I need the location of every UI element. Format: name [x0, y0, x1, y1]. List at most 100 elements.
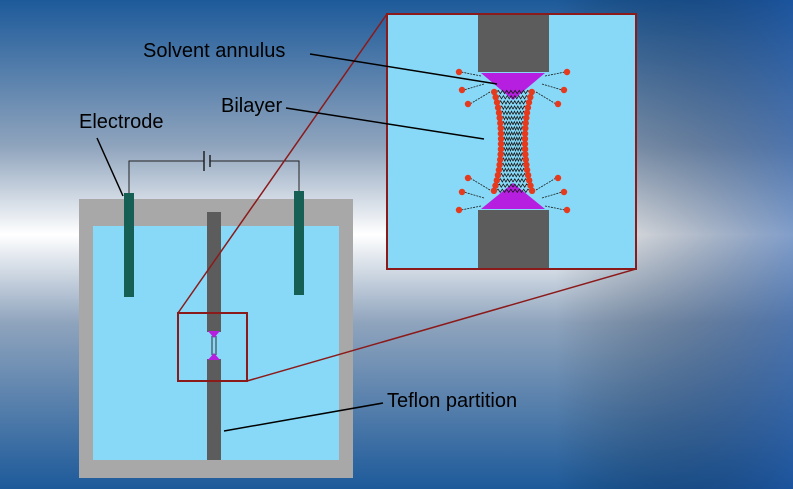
lipid-tail [512, 115, 525, 121]
electrode-right [294, 191, 304, 295]
lipid-head [521, 130, 529, 137]
lipid-head [522, 120, 529, 127]
lipid-tail [512, 141, 524, 147]
lipid-tail [502, 151, 514, 158]
solvent-annulus-top [481, 73, 545, 100]
lipid-head [524, 172, 532, 179]
lipid-head [560, 86, 568, 94]
lipid-tail [501, 162, 514, 168]
lipid-tail [469, 177, 491, 191]
lipid-molecules [455, 68, 571, 214]
lipid-tail [499, 105, 514, 111]
pointer-teflon-partition [223, 402, 384, 432]
lipid-head [525, 99, 533, 106]
label-teflon-partition: Teflon partition [387, 390, 518, 412]
lipid-tail [541, 83, 563, 91]
lipid-head [464, 174, 472, 182]
lipid-tail [512, 99, 528, 105]
lipid-tail [512, 120, 525, 126]
lipid-head [521, 146, 529, 153]
lipid-head [527, 182, 534, 189]
zoom-line-top [177, 13, 388, 314]
lipid-head [497, 125, 504, 132]
lipid-tail [498, 99, 514, 105]
lipid-head [523, 166, 531, 174]
lipid-head [458, 188, 466, 196]
lipid-tail [512, 167, 526, 173]
lipid-head [497, 135, 505, 142]
lipid-tail [500, 167, 514, 173]
small-bilayer [208, 331, 220, 360]
lipid-tail [512, 172, 527, 178]
pointer-bilayer [285, 107, 485, 140]
lipid-tail [495, 89, 514, 95]
lipid-tail [497, 183, 514, 188]
lipid-tail [512, 89, 531, 95]
lipid-tail [544, 205, 566, 211]
lipid-tail [512, 125, 524, 132]
lipid-tail [497, 94, 514, 100]
lipid-head [528, 88, 535, 96]
lipid-tail [469, 91, 491, 105]
lipid-tail [512, 146, 524, 152]
lipid-head [493, 177, 500, 184]
label-solvent-annulus: Solvent annulus [143, 40, 286, 62]
lipid-head [563, 206, 571, 214]
lipid-tail [501, 156, 514, 163]
pointer-solvent-annulus [309, 53, 498, 85]
lipid-tail [512, 136, 524, 142]
lipid-tail [535, 177, 557, 191]
pointer-electrode [96, 137, 124, 197]
lipid-tail [500, 110, 514, 116]
label-electrode: Electrode [79, 111, 164, 133]
teflon-partition-lower [207, 359, 221, 460]
lipid-tail [463, 83, 485, 91]
lipid-tail [463, 191, 485, 199]
lipid-tail [502, 125, 514, 132]
lipid-tail [541, 191, 563, 199]
inset-partition-upper [478, 15, 549, 72]
zoom-source-box [177, 312, 248, 382]
lipid-head [497, 130, 505, 137]
inset-bilayer [455, 68, 571, 214]
lipid-tail [512, 105, 527, 111]
lipid-head [458, 86, 466, 94]
circuit-wire-left [128, 160, 204, 193]
lipid-head [455, 68, 463, 76]
lipid-tail [512, 188, 531, 194]
lipid-tail [499, 172, 514, 178]
label-bilayer: Bilayer [221, 95, 283, 117]
lipid-head [491, 88, 498, 96]
lipid-head [528, 187, 536, 194]
lipid-head [495, 109, 503, 117]
lipid-head [554, 174, 562, 182]
solvent-annulus-bottom [481, 183, 545, 209]
lipid-head [554, 100, 562, 108]
lipid-head [521, 140, 529, 148]
lipid-head [521, 135, 529, 142]
lipid-tail [495, 188, 514, 194]
lipid-head [494, 104, 502, 111]
lipid-tail [502, 130, 514, 137]
lipid-tail [502, 136, 514, 142]
lipid-head [523, 109, 531, 117]
lipid-head [523, 114, 530, 122]
lipid-tail [460, 71, 482, 77]
lipid-tail [498, 177, 514, 183]
lipid-head [497, 151, 504, 158]
lipid-head [493, 99, 501, 106]
lipid-head [464, 100, 472, 108]
lipid-tail [512, 156, 525, 163]
lipid-head [522, 151, 529, 158]
inset-partition-lower [478, 210, 549, 268]
lipid-tail [544, 71, 566, 77]
lipid-tail [512, 94, 529, 100]
lipid-head [523, 161, 530, 168]
lipid-tail [512, 183, 529, 188]
lipid-tail [512, 162, 525, 168]
lipid-head [497, 146, 505, 153]
lipid-head [496, 114, 503, 122]
lipid-tail [512, 177, 528, 183]
small-solvent-bottom [208, 353, 220, 360]
